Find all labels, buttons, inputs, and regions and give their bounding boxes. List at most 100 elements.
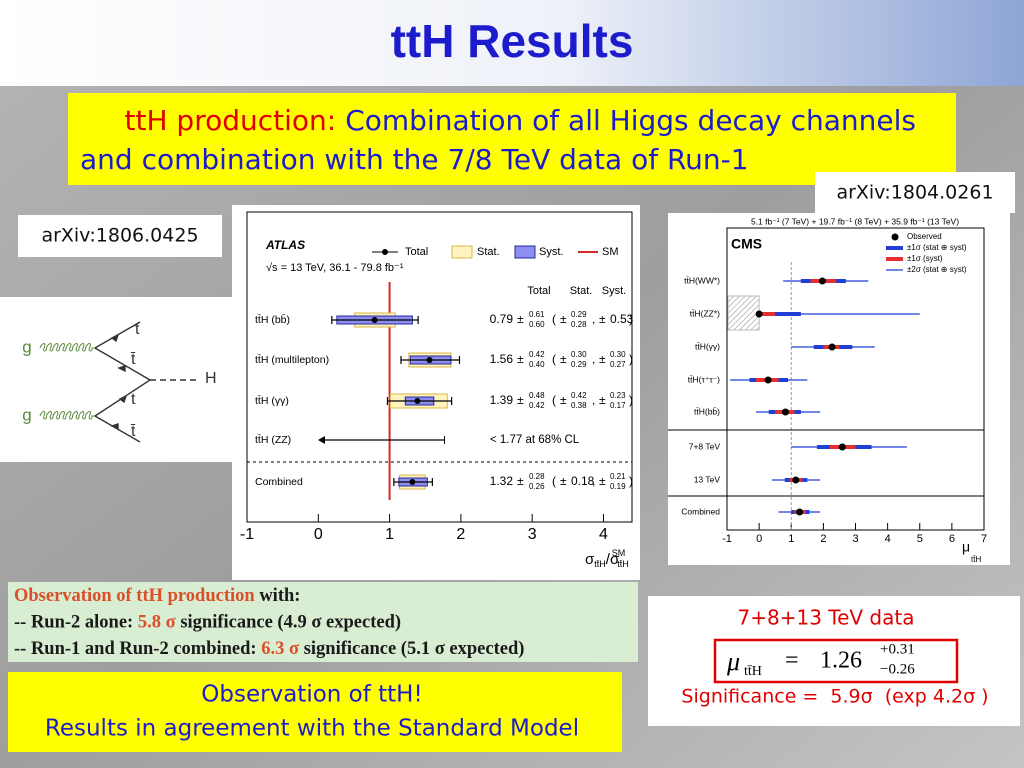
error-down-label: 0.19 [610, 482, 626, 491]
limit-arrow [318, 436, 325, 444]
row-label: tt̄H(τ⁺τ⁻) [688, 374, 720, 384]
value-label: 1.39 [490, 393, 514, 407]
gluon-label: g [22, 405, 31, 424]
x-tick-label: 0 [314, 526, 323, 543]
pm-sign: ± [560, 352, 567, 366]
observation-line: -- Run-2 alone: 5.8 σ significance (4.9 … [14, 613, 401, 633]
legend-stat-symbol [451, 245, 473, 259]
conclusion-box [8, 672, 622, 752]
intro-text: Combination of all Higgs decay channels [345, 104, 916, 137]
intro-line-1: ttH production: Combination of all Higgs … [80, 104, 943, 137]
row-label: tt̄H (multilepton) [255, 353, 329, 365]
error-up-label: 0.61 [529, 310, 545, 319]
legend-syst-symbol [514, 245, 536, 259]
atlas-plot: ATLAS √s = 13 TeV, 36.1 - 79.8 fb⁻¹ -1 0 1… [232, 205, 640, 580]
legend-label: ±1σ (syst) [907, 254, 943, 263]
observation-highlight: 5.8 σ [138, 613, 176, 633]
value-label: 1.56 [490, 352, 514, 366]
legend-label: ±2σ (stat ⊕ syst) [907, 265, 967, 274]
legend-total-symbol [382, 249, 388, 255]
x-tick-label: -1 [722, 533, 732, 545]
x-tick-label: 3 [528, 526, 537, 543]
observation-part: -- Run-1 and Run-2 combined: [14, 639, 261, 659]
central-value [409, 479, 416, 485]
column-header: Stat. [570, 285, 593, 297]
row-label: Combined [255, 476, 303, 488]
observation-line: -- Run-1 and Run-2 combined: 6.3 σ signi… [14, 639, 524, 659]
result-frame [713, 638, 959, 684]
pm-sign: ± [560, 312, 567, 326]
ref-left: arXiv:1806.0425 [41, 225, 198, 247]
row-label: tt̄H(ZZ*) [690, 308, 720, 318]
observed-value [838, 443, 846, 451]
x-axis-label-part: σ [585, 551, 595, 568]
x-axis-label-part: tt̄H [617, 559, 629, 569]
x-axis-label-part: /σ [606, 551, 620, 568]
separator-comma: , [592, 352, 595, 366]
error-down-label: 0.38 [571, 401, 587, 410]
error-up-label: 0.29 [571, 310, 587, 319]
observation-part: -- Run-2 alone: [14, 613, 138, 633]
observed-value [828, 343, 836, 351]
legend-label: Stat. [477, 246, 500, 258]
pm-sign: ± [517, 352, 524, 366]
pm-sign: ± [560, 393, 567, 407]
conclusion-line: Observation of ttH! [201, 682, 422, 708]
error-up-label: 0.42 [571, 391, 587, 400]
paren: ) [629, 352, 633, 366]
quark-line [94, 347, 151, 381]
atlas-panel [232, 205, 640, 580]
row-label: tt̄H (γγ) [255, 394, 289, 406]
result-up: +0.31 [880, 641, 915, 657]
paren: ) [629, 393, 633, 407]
top-label: t [131, 391, 136, 408]
error-up-label: 0.23 [610, 391, 626, 400]
limit-label: < 1.77 at 68% CL [490, 434, 580, 446]
ref-box [18, 215, 222, 257]
antitop-label: t̄ [130, 423, 136, 440]
excluded-region [727, 295, 760, 331]
error-up-label: 0.48 [529, 391, 545, 400]
legend-label: Syst. [539, 246, 563, 258]
cms-label: CMS [731, 236, 762, 252]
cms-plot: 5.1 fb⁻¹ (7 TeV) + 19.7 fb⁻¹ (8 TeV) + 3… [668, 213, 1010, 565]
feynman-panel [0, 297, 232, 462]
value-label: 1.32 [490, 474, 514, 488]
higgs-label: H [205, 370, 217, 387]
error-down-label: 0.40 [529, 360, 545, 369]
observation-line: Observation of ttH production with: [14, 586, 300, 606]
error-up-label: 0.42 [529, 350, 545, 359]
title-band [0, 0, 1024, 86]
row-label: Combined [681, 506, 720, 516]
slide-title: ttH Results [391, 15, 634, 67]
observation-highlight: Observation of ttH production [14, 586, 255, 606]
row-label: 13 TeV [694, 474, 721, 484]
result-significance: Significance = 5.9σ (exp 4.2σ ) [681, 686, 988, 708]
atlas-frame [246, 211, 633, 523]
error-up-label: 0.30 [571, 350, 587, 359]
legend-label: Observed [907, 232, 942, 241]
error-down-label: 0.60 [529, 320, 545, 329]
paren: ( [552, 352, 556, 366]
ref-box [815, 172, 1015, 213]
paren: ( [552, 312, 556, 326]
feynman-lines [94, 321, 200, 443]
x-axis-label-part: tt̄H [594, 559, 606, 569]
x-tick-label: 5 [917, 533, 923, 545]
observation-text: Observation of ttH production with: -- Ru… [14, 586, 524, 659]
gluon-line [39, 411, 95, 420]
result-down: −0.26 [880, 661, 915, 677]
feynman-diagram: g g t t̄ t t̄ H [0, 297, 232, 462]
x-tick-label: 1 [385, 526, 394, 543]
gluon-line [39, 343, 95, 352]
x-tick-label: 7 [981, 533, 987, 545]
error-down-label: 0.27 [610, 360, 626, 369]
central-value [371, 317, 378, 323]
x-tick-label: 2 [456, 526, 465, 543]
intro-line-2: and combination with the 7/8 TeV data of… [80, 143, 749, 176]
error-label: 0.53 [610, 312, 634, 326]
error-up-label: 0.28 [529, 472, 545, 481]
